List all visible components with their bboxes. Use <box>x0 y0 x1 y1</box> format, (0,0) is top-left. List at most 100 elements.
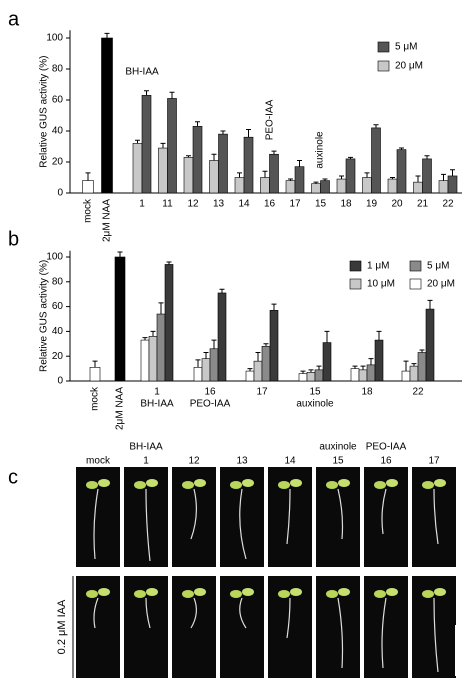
seedling-leaf <box>434 479 446 487</box>
bar <box>294 166 305 194</box>
x-tick-label: 11 <box>162 199 173 210</box>
error-bar <box>263 343 269 347</box>
bar <box>413 181 423 194</box>
seedling-leaf <box>230 590 242 598</box>
legend-swatch <box>409 260 422 272</box>
y-tick-label: 40 <box>52 126 64 137</box>
error-bar <box>144 90 149 96</box>
x-tick-label: 17 <box>256 387 268 398</box>
bar <box>447 175 458 194</box>
error-bar <box>85 172 91 181</box>
seedling-leaf <box>98 479 110 487</box>
x-tick-label: 22 <box>412 387 424 398</box>
x-tick-label: 22 <box>442 199 454 210</box>
error-bar <box>195 359 201 368</box>
bar <box>401 370 411 382</box>
y-tick-label: 60 <box>52 95 64 106</box>
seedling-root <box>337 597 344 669</box>
x-tick-label: mock <box>83 198 94 223</box>
error-bar <box>255 351 261 362</box>
x-tick-sublabel: auxinole <box>296 399 334 410</box>
error-bar <box>288 178 293 181</box>
bar <box>371 127 381 194</box>
seedling-root <box>190 597 197 629</box>
y-tick-label: 80 <box>52 64 64 75</box>
y-axis-label: Relative GUS activity (%) <box>39 56 50 168</box>
seedling-leaf <box>230 481 242 489</box>
error-bar <box>271 303 277 311</box>
error-bar <box>117 251 123 257</box>
error-bar <box>368 358 374 365</box>
legend-swatch <box>349 278 362 290</box>
y-tick-label: 80 <box>52 276 64 287</box>
error-bar <box>160 142 166 149</box>
seedling-leaf <box>422 590 434 598</box>
error-bar <box>92 360 98 368</box>
photo <box>220 576 264 678</box>
seedling-root <box>286 597 291 639</box>
error-bar <box>316 365 322 370</box>
bar <box>209 348 219 382</box>
bar <box>261 345 271 382</box>
error-bar <box>364 172 370 178</box>
seedling-leaf <box>194 588 206 596</box>
seedling-leaf <box>338 479 350 487</box>
y-tick-label: 100 <box>46 252 63 263</box>
legend-label: 20 μM <box>427 279 455 290</box>
legend-label: 5 μM <box>427 261 449 272</box>
column-label: 12 <box>188 456 200 467</box>
error-bar <box>427 299 433 310</box>
seedling-leaf <box>134 590 146 598</box>
seedling-leaf <box>290 479 302 487</box>
bar <box>336 178 347 194</box>
error-bar <box>348 156 353 159</box>
x-tick-label: 15 <box>315 199 327 210</box>
seedling-leaf <box>422 481 434 489</box>
x-tick-label: 16 <box>204 387 216 398</box>
error-bar <box>211 153 217 161</box>
x-tick-label: 1 <box>154 387 160 398</box>
seedling-root <box>93 488 99 560</box>
bar <box>311 183 321 194</box>
seedling-root <box>145 597 151 629</box>
error-bar <box>419 349 425 353</box>
x-tick-label: 18 <box>361 387 373 398</box>
legend-label: 10 μM <box>367 279 395 290</box>
x-tick-sublabel: BH-IAA <box>140 399 174 410</box>
x-tick-label: 17 <box>289 199 301 210</box>
seedling-leaf <box>98 588 110 596</box>
x-tick-label: mock <box>90 386 101 411</box>
error-bar <box>450 169 455 176</box>
photo <box>412 576 456 678</box>
bar <box>260 177 270 194</box>
x-tick-label: 13 <box>213 199 225 210</box>
bar <box>209 160 219 194</box>
seedling-leaf <box>134 481 146 489</box>
bar <box>396 149 407 194</box>
seedling-leaf <box>146 588 158 596</box>
seedling-leaf <box>338 588 350 596</box>
panel-letter: a <box>8 8 20 30</box>
column-label: 13 <box>236 456 248 467</box>
bar <box>89 367 101 382</box>
error-bar <box>415 175 421 183</box>
error-bar <box>220 130 226 135</box>
photo <box>316 467 360 567</box>
error-bar <box>203 351 209 359</box>
x-tick-label: 20 <box>391 199 403 210</box>
error-bar <box>376 330 382 341</box>
error-bar <box>424 155 430 159</box>
bar <box>148 336 158 382</box>
seedling-root <box>93 597 99 629</box>
photo <box>268 467 312 567</box>
error-bar <box>324 330 330 343</box>
y-tick-label: 60 <box>52 301 64 312</box>
x-tick-label: 2μM NAA <box>115 387 126 430</box>
seedling-leaf <box>194 479 206 487</box>
bar <box>387 178 398 194</box>
seedling-leaf <box>374 590 386 598</box>
x-tick-label: 12 <box>187 199 199 210</box>
error-bar <box>308 369 314 373</box>
y-tick-label: 20 <box>52 157 64 168</box>
photo <box>220 467 264 567</box>
